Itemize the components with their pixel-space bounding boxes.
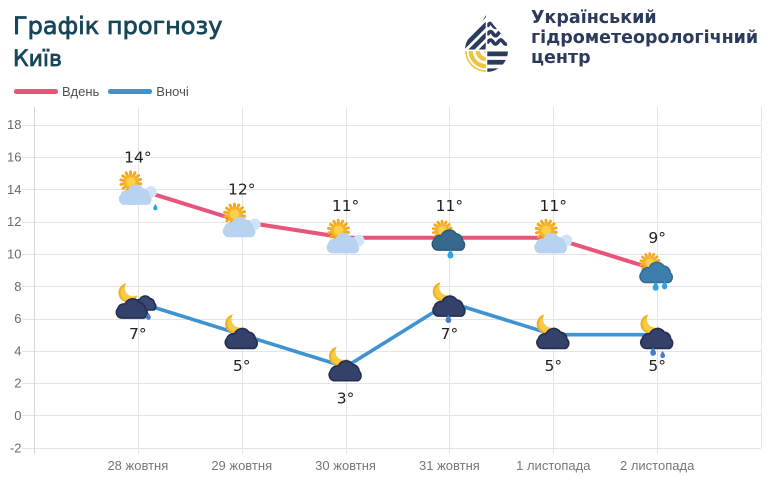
y-tick-label: 14 [7,182,21,197]
y-tick-label: -2 [10,440,22,455]
day-temperature-line [135,187,660,273]
moon-cloud-icon [224,314,258,350]
x-tick-label: 30 жовтня [315,458,376,473]
day-legend-label: Вдень [62,84,100,99]
x-axis-labels: 28 жовтня 29 жовтня 30 жовтня 31 жовтня 1 ли… [107,458,695,473]
logo-line-1: Український [531,8,657,28]
night-temperature-line [136,300,659,369]
y-tick-label: 4 [14,343,21,358]
day-temp-label: 14° [124,148,151,166]
night-temp-label: 5° [648,357,666,375]
moon-cloud-icon [328,346,362,382]
day-temp-label: 11° [436,197,463,215]
y-tick-label: 0 [14,408,21,423]
moon-cloud-rain1-icon [432,282,466,324]
chart-legend: Вдень Вночі [14,84,189,99]
sun-cloud-icon [326,218,365,254]
y-tick-label: 18 [7,117,21,132]
moon-clouds-rain1-icon [115,283,157,320]
x-tick-label: 29 жовтня [211,458,272,473]
night-temp-label: 5° [233,357,251,375]
y-axis-labels: -2 0 2 4 6 8 10 12 14 16 18 [7,117,21,455]
sun-bluecloud-rain2-icon [639,252,673,291]
night-temp-label: 3° [337,390,355,408]
night-temp-label: 7° [129,325,147,343]
day-temp-label: 11° [332,197,359,215]
night-line-swatch [108,89,153,94]
legend-item-night[interactable]: Вночі [108,84,189,99]
uhmc-logo-text: Український гідрометеорологічний центр [531,8,759,68]
sun-slatecloud-rain1-icon [431,219,466,259]
y-tick-label: 12 [7,214,21,229]
night-legend-label: Вночі [156,84,189,99]
moon-cloud-icon [536,314,570,350]
day-temp-label: 11° [540,197,567,215]
x-tick-label: 28 жовтня [107,458,168,473]
day-line-swatch [14,89,58,94]
weather-icons [115,170,674,382]
y-tick-label: 8 [14,279,21,294]
x-tick-label: 1 листопада [516,458,591,473]
sun-cloud-icon [534,218,573,254]
temperature-labels: 14° 12° 11° 11° 11° 9° 7° 5° 3° 7° 5° 5° [124,148,666,407]
gridlines [22,107,762,454]
night-temp-label: 5° [544,357,562,375]
sun-cloud-icon [222,202,261,238]
x-tick-label: 2 листопада [620,458,695,473]
uhmc-logo-icon [464,12,509,73]
day-temp-label: 12° [228,181,255,199]
moon-cloud-rain2-icon [639,314,674,359]
y-tick-label: 10 [7,246,21,261]
y-tick-label: 16 [7,150,21,165]
city-subtitle: Київ [13,47,63,72]
y-tick-label: 6 [14,311,21,326]
y-tick-label: 2 [14,376,21,391]
day-temp-label: 9° [648,229,666,247]
page-title: Графік прогнозу [13,12,223,40]
logo-line-3: центр [531,47,591,68]
legend-item-day[interactable]: Вдень [14,84,99,99]
x-tick-label: 31 жовтня [419,458,480,473]
night-temp-label: 7° [441,325,459,343]
sun-cloud-rain1-icon [118,170,158,211]
logo-line-2: гідрометеорологічний [531,27,759,48]
